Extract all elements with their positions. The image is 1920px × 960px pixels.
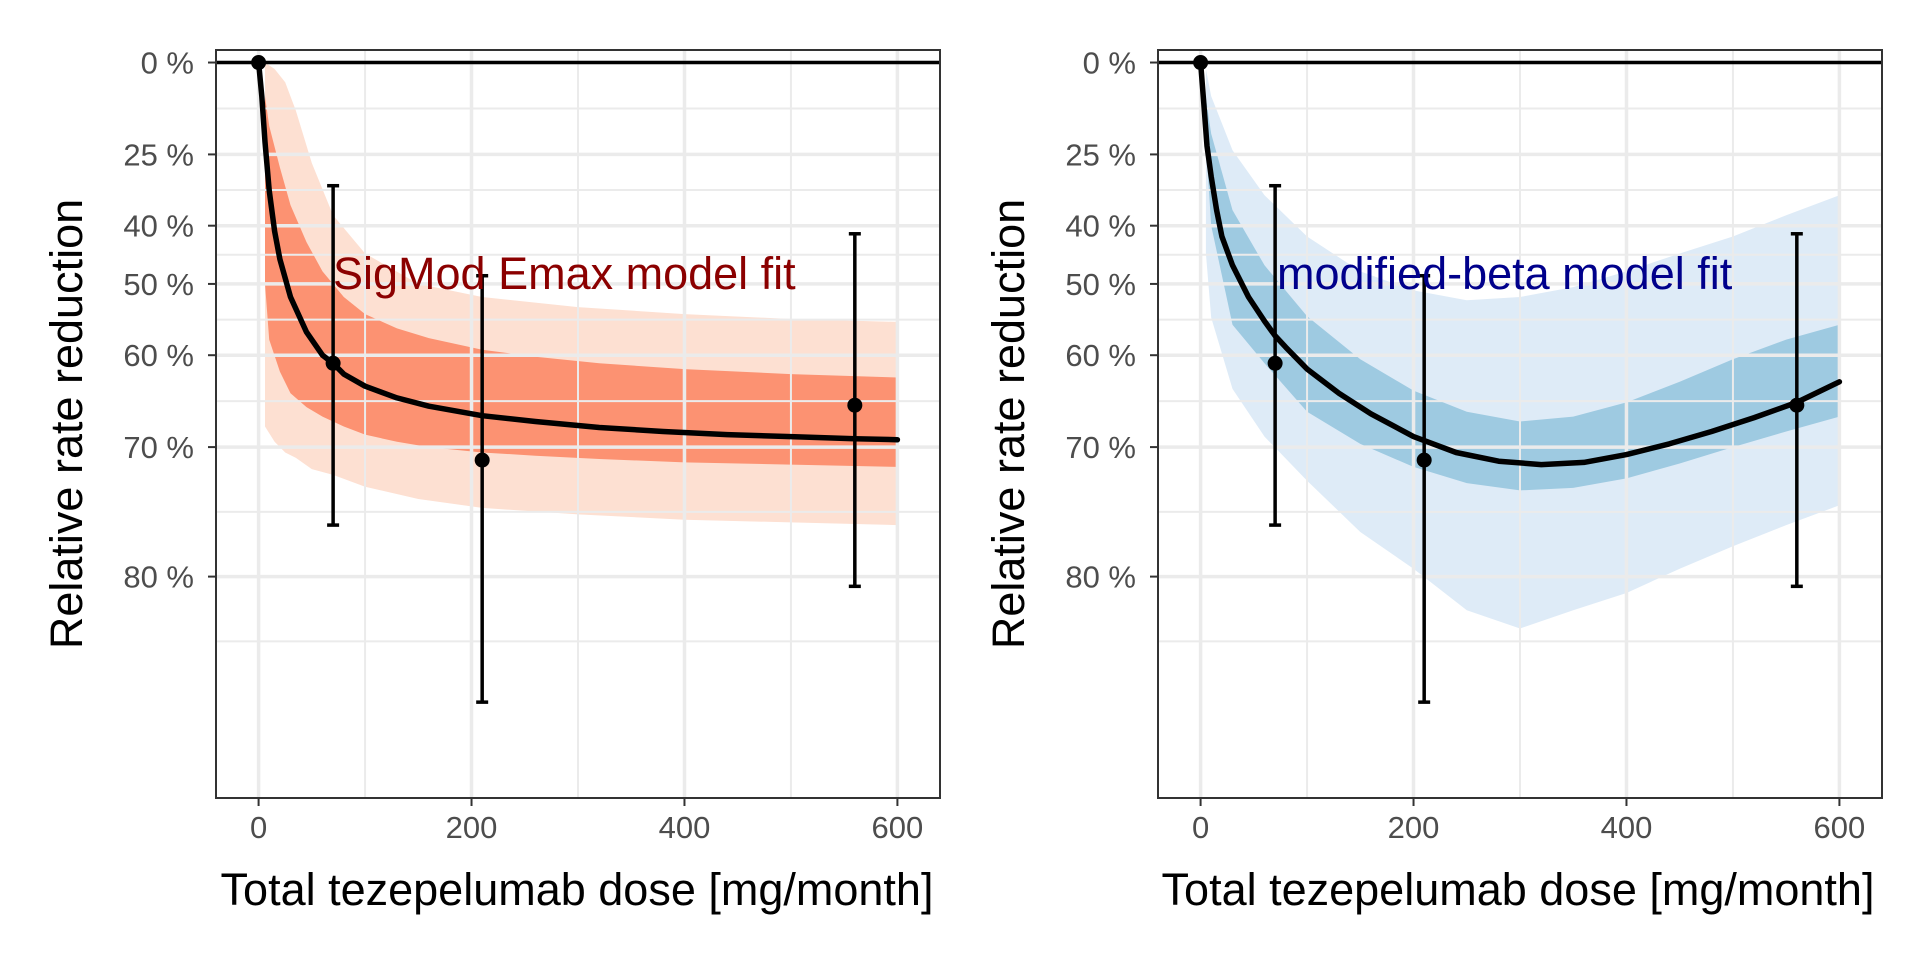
inner-credible-band	[1200, 62, 1840, 491]
data-point	[1193, 55, 1209, 71]
x-tick-label: 200	[446, 810, 498, 845]
data-point	[847, 397, 863, 413]
y-tick-label: 50 %	[1065, 267, 1136, 302]
data-point	[325, 355, 341, 371]
inner-credible-band	[265, 96, 898, 467]
outer-credible-band	[1205, 69, 1840, 629]
model-annotation: modified-beta model fit	[1277, 248, 1733, 299]
y-tick-label: 25 %	[123, 137, 194, 172]
x-tick-label: 0	[250, 810, 267, 845]
plot-data	[216, 55, 940, 704]
left-panel-emax: 0 200 400 600 0 % 25 % 40 % 50 % 60 % 70 % 80 % Si…	[41, 46, 941, 915]
plot-data	[1158, 55, 1882, 704]
y-tick-label: 40 %	[1065, 209, 1136, 244]
x-tick-label: 200	[1388, 810, 1440, 845]
axis-ticks: 0 200 400 600 0 % 25 % 40 % 50 % 60 % 70 % 80 %	[123, 46, 923, 845]
credible-bands	[1200, 62, 1840, 629]
y-tick-label: 0 %	[141, 46, 194, 81]
y-tick-label: 60 %	[1065, 338, 1136, 373]
model-fit-curve	[1197, 59, 1843, 468]
y-tick-label: 80 %	[123, 560, 194, 595]
right-panel-modified-beta: 0 200 400 600 0 % 25 % 40 % 50 % 60 % 70 % 80 % mo…	[983, 46, 1883, 915]
plot-border	[1157, 49, 1883, 799]
plot-border	[215, 49, 941, 799]
data-point	[474, 452, 490, 468]
x-tick-label: 400	[659, 810, 711, 845]
data-point	[1789, 397, 1805, 413]
axis-ticks: 0 200 400 600 0 % 25 % 40 % 50 % 60 % 70 % 80 %	[1065, 46, 1865, 845]
data-point	[1416, 452, 1432, 468]
x-tick-label: 600	[1814, 810, 1866, 845]
y-tick-label: 25 %	[1065, 137, 1136, 172]
x-axis-title: Total tezepelumab dose [mg/month]	[221, 864, 934, 915]
x-tick-label: 0	[1192, 810, 1209, 845]
x-axis-title: Total tezepelumab dose [mg/month]	[1162, 864, 1875, 915]
y-axis-title: Relative rate reduction	[983, 199, 1034, 649]
y-tick-label: 40 %	[123, 209, 194, 244]
y-tick-label: 50 %	[123, 267, 194, 302]
data-point	[1267, 355, 1283, 371]
model-fit-curve	[255, 59, 901, 443]
panel-frame	[215, 49, 941, 799]
y-tick-label: 60 %	[123, 338, 194, 373]
y-tick-label: 70 %	[123, 430, 194, 465]
data-point	[251, 55, 267, 71]
y-axis-title: Relative rate reduction	[41, 199, 92, 649]
y-tick-label: 80 %	[1065, 560, 1136, 595]
y-tick-label: 70 %	[1065, 430, 1136, 465]
panel-frame	[1157, 49, 1883, 799]
y-tick-label: 0 %	[1083, 46, 1136, 81]
x-tick-label: 400	[1601, 810, 1653, 845]
gridlines	[216, 50, 940, 798]
x-tick-label: 600	[872, 810, 924, 845]
model-annotation: SigMod Emax model fit	[333, 248, 796, 299]
credible-bands	[265, 62, 898, 526]
